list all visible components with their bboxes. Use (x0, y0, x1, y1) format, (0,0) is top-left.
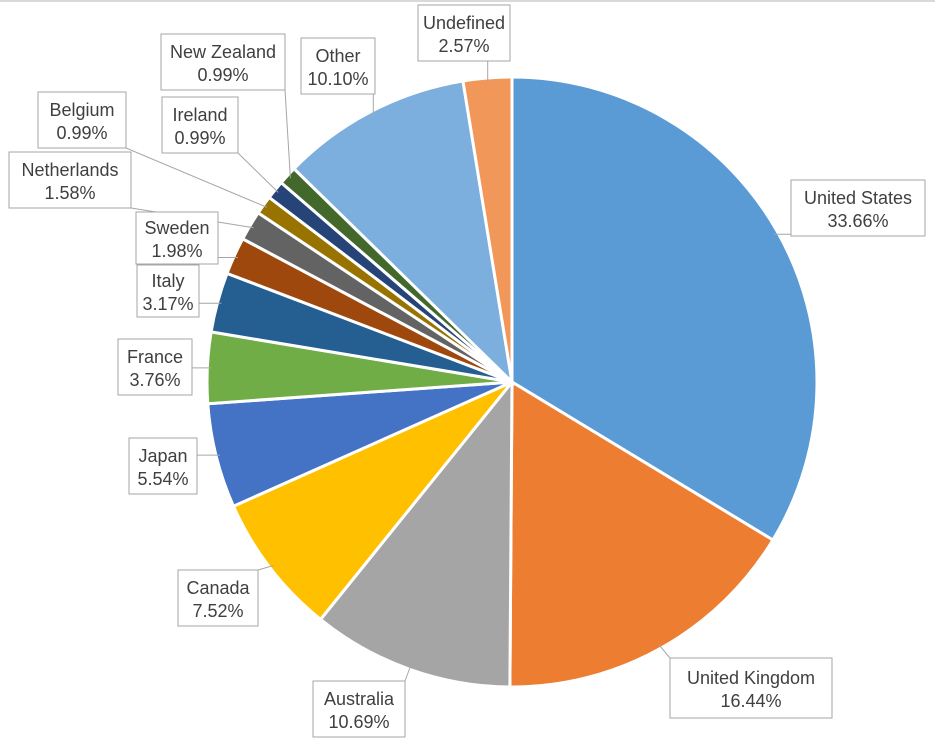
data-label-category: Undefined (423, 13, 505, 33)
data-label-value: 0.99% (197, 65, 248, 85)
data-label-value: 10.10% (307, 69, 368, 89)
top-border-line (0, 0, 935, 2)
pie-slice-united-kingdom (508, 379, 775, 689)
data-label-box (161, 96, 239, 154)
data-label-box (417, 4, 511, 62)
data-label-japan: Japan 5.54% (128, 437, 198, 495)
data-label-ireland: Ireland 0.99% (161, 96, 239, 154)
pie-slice-canada (231, 380, 514, 622)
data-label-undefined: Undefined 2.57% (417, 4, 511, 62)
data-label-value: 33.66% (827, 211, 888, 231)
data-label-belgium: Belgium 0.99% (37, 91, 127, 149)
data-label-value: 0.99% (56, 123, 107, 143)
data-label-category: United Kingdom (687, 668, 815, 688)
leader-line-australia (404, 665, 412, 682)
data-label-united-kingdom: United Kingdom 16.44% (669, 657, 833, 719)
data-label-box (128, 437, 198, 495)
data-label-box (117, 338, 193, 396)
leader-line-new-zealand (284, 89, 291, 179)
leader-line-canada (257, 565, 274, 571)
data-label-canada: Canada 7.52% (177, 569, 259, 627)
data-label-value: 3.76% (129, 370, 180, 390)
data-label-value: 7.52% (192, 601, 243, 621)
data-label-category: Sweden (144, 218, 209, 238)
data-label-box (669, 657, 833, 719)
data-label-box (300, 37, 376, 95)
data-label-category: Ireland (172, 105, 227, 125)
data-label-value: 5.54% (137, 469, 188, 489)
data-label-category: Japan (138, 446, 187, 466)
data-label-box (37, 91, 127, 149)
data-label-box (312, 680, 406, 738)
data-label-category: Netherlands (21, 160, 118, 180)
data-label-category: Italy (151, 271, 184, 291)
data-label-category: Belgium (49, 100, 114, 120)
data-labels: United States 33.66% United Kingdom 16.44% A… (8, 4, 926, 738)
data-label-category: France (127, 347, 183, 367)
data-label-box (136, 264, 200, 318)
data-label-value: 10.69% (328, 712, 389, 732)
data-label-category: Other (315, 46, 360, 66)
data-label-value: 0.99% (174, 128, 225, 148)
leader-line-united-kingdom (658, 644, 671, 659)
data-label-box (135, 211, 219, 265)
data-label-sweden: Sweden 1.98% (135, 211, 219, 265)
data-label-category: New Zealand (170, 42, 276, 62)
data-label-value: 1.58% (44, 183, 95, 203)
data-label-value: 1.98% (151, 241, 202, 261)
data-label-category: Canada (186, 578, 250, 598)
data-label-netherlands: Netherlands 1.58% (8, 151, 132, 209)
data-label-value: 16.44% (720, 691, 781, 711)
data-label-value: 2.57% (438, 36, 489, 56)
data-label-box (790, 179, 926, 237)
pie-slice-united-states (510, 75, 819, 543)
data-label-australia: Australia 10.69% (312, 680, 406, 738)
data-label-france: France 3.76% (117, 338, 193, 396)
pie-slice-other (291, 79, 515, 387)
data-label-united-states: United States 33.66% (790, 179, 926, 237)
data-label-italy: Italy 3.17% (136, 264, 200, 318)
data-label-category: United States (804, 188, 912, 208)
data-label-box (8, 151, 132, 209)
data-label-new-zealand: New Zealand 0.99% (160, 33, 286, 91)
pie-slices (205, 75, 819, 689)
data-label-value: 3.17% (142, 294, 193, 314)
leader-line-ireland (237, 152, 279, 193)
data-label-box (177, 569, 259, 627)
data-label-other: Other 10.10% (300, 37, 376, 95)
data-label-box (160, 33, 286, 91)
data-label-category: Australia (324, 689, 395, 709)
leader-line-belgium (125, 147, 268, 208)
